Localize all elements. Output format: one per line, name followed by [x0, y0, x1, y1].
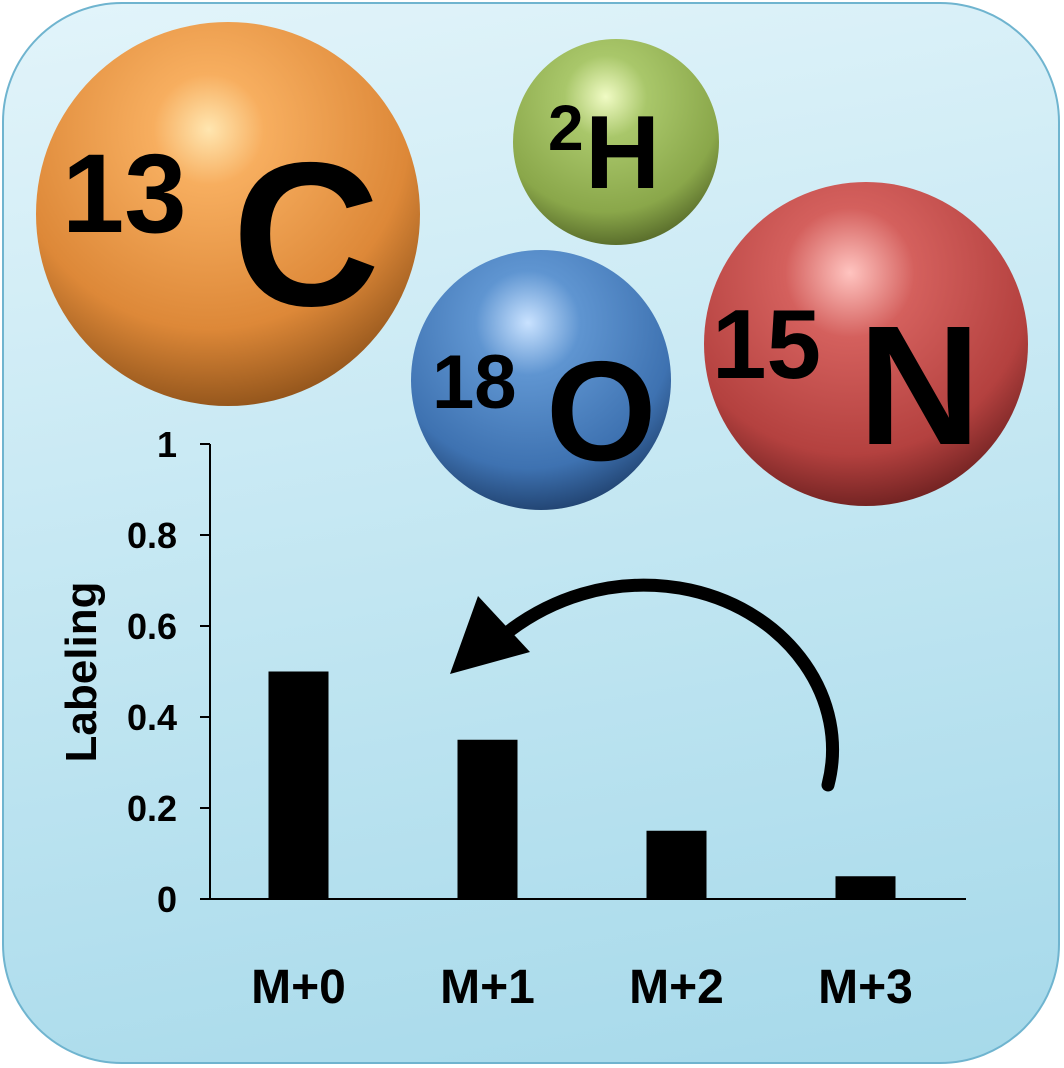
y-tick-label: 0 — [157, 879, 177, 920]
arrow-head — [450, 596, 530, 674]
y-tick-label: 0.2 — [127, 788, 177, 829]
x-tick-label: M+1 — [440, 961, 535, 1014]
y-axis: 0 0.2 0.4 0.6 0.8 1 — [127, 424, 211, 920]
bar-mplus2 — [646, 830, 707, 899]
isotope-18o-symbol: O — [546, 332, 656, 491]
isotope-13c-mass: 13 — [62, 131, 187, 256]
x-tick-label: M+3 — [818, 961, 913, 1014]
arrow-curve — [491, 578, 839, 792]
redistribution-arrow — [450, 578, 839, 792]
bar-mplus3 — [835, 876, 896, 899]
isotope-2h: 2 H — [513, 39, 719, 245]
y-tick-label: 0.8 — [127, 515, 177, 556]
y-tick-label: 0.6 — [127, 606, 177, 647]
bar-mplus1 — [457, 739, 518, 899]
x-tick-label: M+2 — [629, 961, 724, 1014]
isotope-13c: 13 C — [36, 22, 420, 406]
y-axis-label: Labeling — [57, 582, 106, 763]
y-tick-label: 1 — [157, 424, 177, 465]
isotope-18o: 18 O — [411, 250, 671, 510]
x-axis: M+0 M+1 M+2 M+3 — [210, 898, 966, 1014]
isotope-18o-mass: 18 — [432, 340, 517, 425]
sphere-2h — [513, 39, 719, 245]
bars — [268, 671, 896, 899]
isotope-15n-symbol: N — [858, 291, 981, 481]
isotope-2h-symbol: H — [585, 95, 660, 211]
labeling-bar-chart: 0 0.2 0.4 0.6 0.8 1 M+0 M+1 M+2 M+3 Labeling — [57, 424, 966, 1014]
isotope-13c-symbol: C — [232, 120, 380, 349]
x-tick-label: M+0 — [251, 961, 346, 1014]
isotope-15n-mass: 15 — [712, 289, 821, 399]
bar-mplus0 — [268, 671, 329, 899]
sphere-13c — [36, 22, 420, 406]
sphere-15n — [704, 182, 1028, 506]
sphere-18o — [411, 250, 671, 510]
isotope-2h-mass: 2 — [548, 92, 584, 164]
isotope-15n: 15 N — [704, 182, 1028, 506]
y-tick-label: 0.4 — [127, 697, 177, 738]
